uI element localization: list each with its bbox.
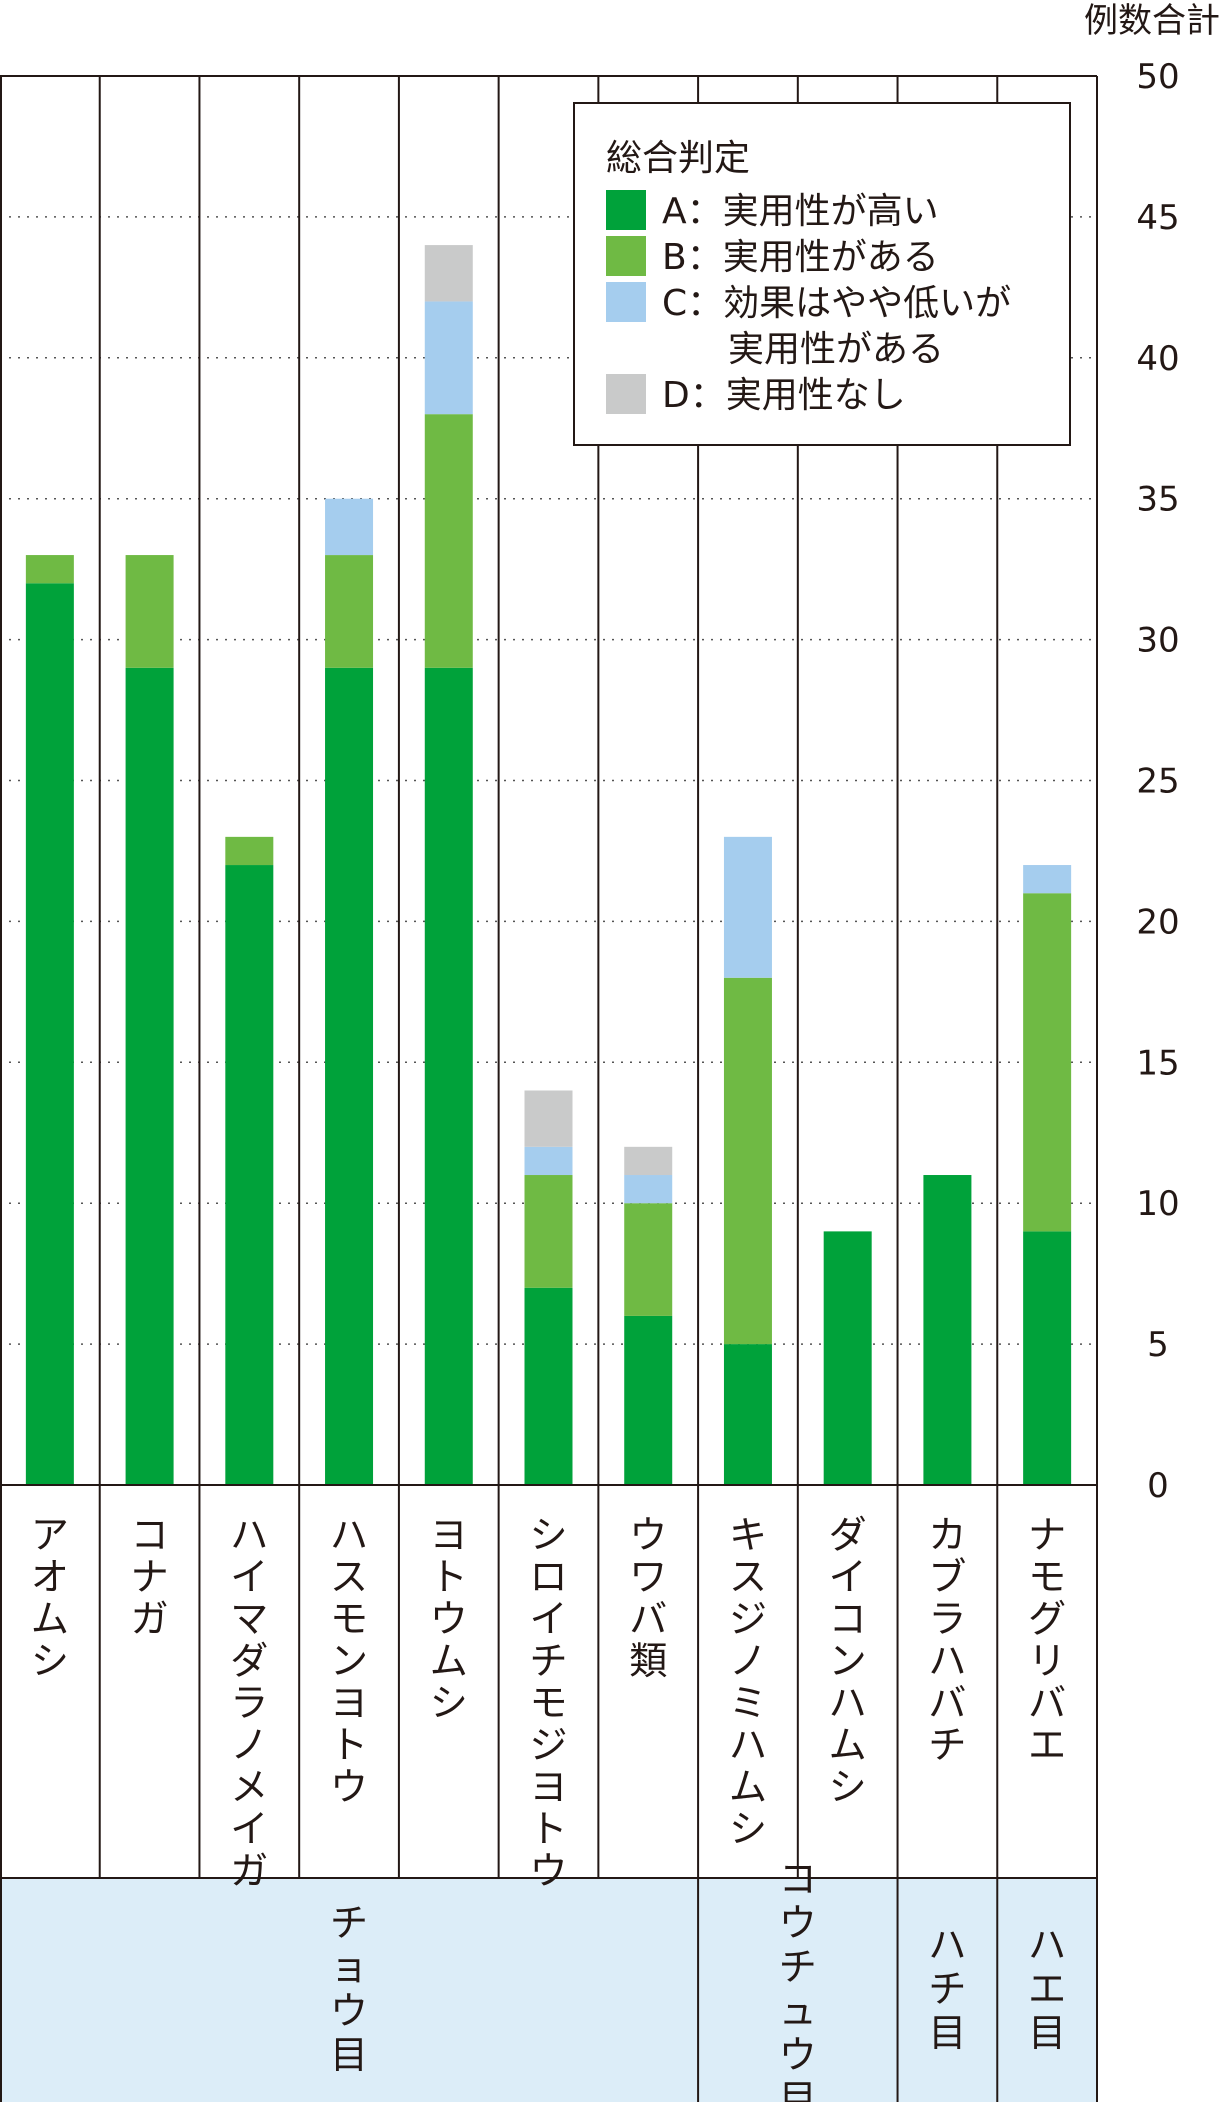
bar-segment bbox=[424, 667, 473, 1485]
bar-segment bbox=[1023, 865, 1072, 894]
bar-segment bbox=[424, 414, 473, 668]
group-band bbox=[698, 1878, 898, 2102]
bar-segment bbox=[624, 1203, 673, 1316]
category-label: シロイチモジヨトウ bbox=[529, 1513, 567, 1893]
group-band bbox=[0, 1878, 699, 2102]
legend-swatch bbox=[606, 374, 646, 414]
y-tick-label: 50 bbox=[1136, 57, 1179, 97]
category-label: ヨトウムシ bbox=[430, 1513, 468, 1725]
category-label: カブラハバチ bbox=[928, 1513, 966, 1767]
y-tick-label: 10 bbox=[1136, 1184, 1179, 1224]
y-tick-label: 5 bbox=[1147, 1325, 1169, 1365]
category-label: ウワバ類 bbox=[629, 1513, 667, 1683]
bar-segment bbox=[325, 498, 374, 556]
bar-segment bbox=[723, 1344, 772, 1485]
category-label: ダイコンハムシ bbox=[829, 1513, 867, 1809]
category-label: コナガ bbox=[131, 1513, 169, 1641]
y-tick-label: 35 bbox=[1136, 480, 1179, 520]
bar-segment bbox=[1023, 893, 1072, 1232]
y-tick-label: 25 bbox=[1136, 762, 1179, 802]
legend-label: 実用性がある bbox=[728, 329, 944, 370]
category-label: ハイマダラノメイガ bbox=[230, 1513, 268, 1893]
bar-segment bbox=[225, 836, 274, 866]
bar-segment bbox=[524, 1175, 573, 1288]
group-label: ハエ目 bbox=[1028, 1923, 1066, 2055]
group-label: チョウ目 bbox=[330, 1901, 368, 2077]
legend-box bbox=[573, 102, 1071, 446]
y-axis: 例数合計 0 5 10 15 20 25 30 35 40 45 50 bbox=[1084, 1, 1220, 1506]
bar-segment bbox=[325, 667, 374, 1485]
y-axis-label: 例数合計 bbox=[1084, 1, 1220, 41]
legend-swatch bbox=[606, 236, 646, 276]
bar-segment bbox=[125, 555, 174, 668]
order-group-bands bbox=[0, 1878, 1097, 2102]
legend-label: B：実用性がある bbox=[662, 237, 939, 278]
y-tick-label: 20 bbox=[1136, 902, 1179, 942]
category-label: ハスモンヨトウ bbox=[330, 1513, 368, 1809]
category-label: キスジノミハムシ bbox=[729, 1513, 767, 1851]
group-label: ハチ目 bbox=[928, 1923, 966, 2055]
group-labels: チョウ目 コウチュウ目 ハチ目 ハエ目 bbox=[330, 1857, 1066, 2102]
legend-label: D：実用性なし bbox=[662, 375, 906, 416]
bar-segment bbox=[923, 1175, 972, 1485]
y-tick-label: 15 bbox=[1136, 1043, 1179, 1083]
group-label: コウチュウ目 bbox=[779, 1857, 817, 2102]
bar-segment bbox=[1023, 1231, 1072, 1485]
bar-segment bbox=[325, 555, 374, 668]
legend-title: 総合判定 bbox=[606, 138, 750, 179]
bar-segment bbox=[723, 977, 772, 1345]
bar-segment bbox=[424, 245, 473, 302]
category-label: ナモグリバエ bbox=[1028, 1513, 1066, 1767]
bar-segment bbox=[424, 301, 473, 415]
bar-segment bbox=[524, 1146, 573, 1176]
category-labels: アオムシ コナガ ハイマダラノメイガ ハスモンヨトウ ヨトウムシ シロイチモジヨトウ ウワバ… bbox=[31, 1513, 1066, 1893]
group-band bbox=[897, 1878, 998, 2102]
bar-segment bbox=[624, 1175, 673, 1204]
bar-segment bbox=[524, 1090, 573, 1147]
y-tick-label: 0 bbox=[1147, 1466, 1169, 1506]
bar-segment bbox=[125, 667, 174, 1485]
legend-label: A：実用性が高い bbox=[662, 191, 939, 232]
category-label: アオムシ bbox=[31, 1513, 69, 1683]
bar-segment bbox=[823, 1231, 872, 1485]
legend-swatch bbox=[606, 282, 646, 322]
bar-segment bbox=[723, 836, 772, 978]
y-tick-label: 45 bbox=[1136, 198, 1179, 238]
bar-segment bbox=[524, 1287, 573, 1485]
bar-segment bbox=[225, 865, 274, 1485]
bar-segment bbox=[624, 1146, 673, 1176]
bar-segment bbox=[25, 583, 74, 1485]
bar-segment bbox=[25, 555, 74, 584]
legend-swatch bbox=[606, 190, 646, 230]
group-band bbox=[997, 1878, 1097, 2102]
legend-label: C：効果はやや低いが bbox=[662, 283, 1011, 324]
bar-segment bbox=[624, 1315, 673, 1485]
bars bbox=[25, 245, 1072, 1485]
y-tick-label: 40 bbox=[1136, 339, 1179, 379]
y-tick-label: 30 bbox=[1136, 621, 1179, 661]
